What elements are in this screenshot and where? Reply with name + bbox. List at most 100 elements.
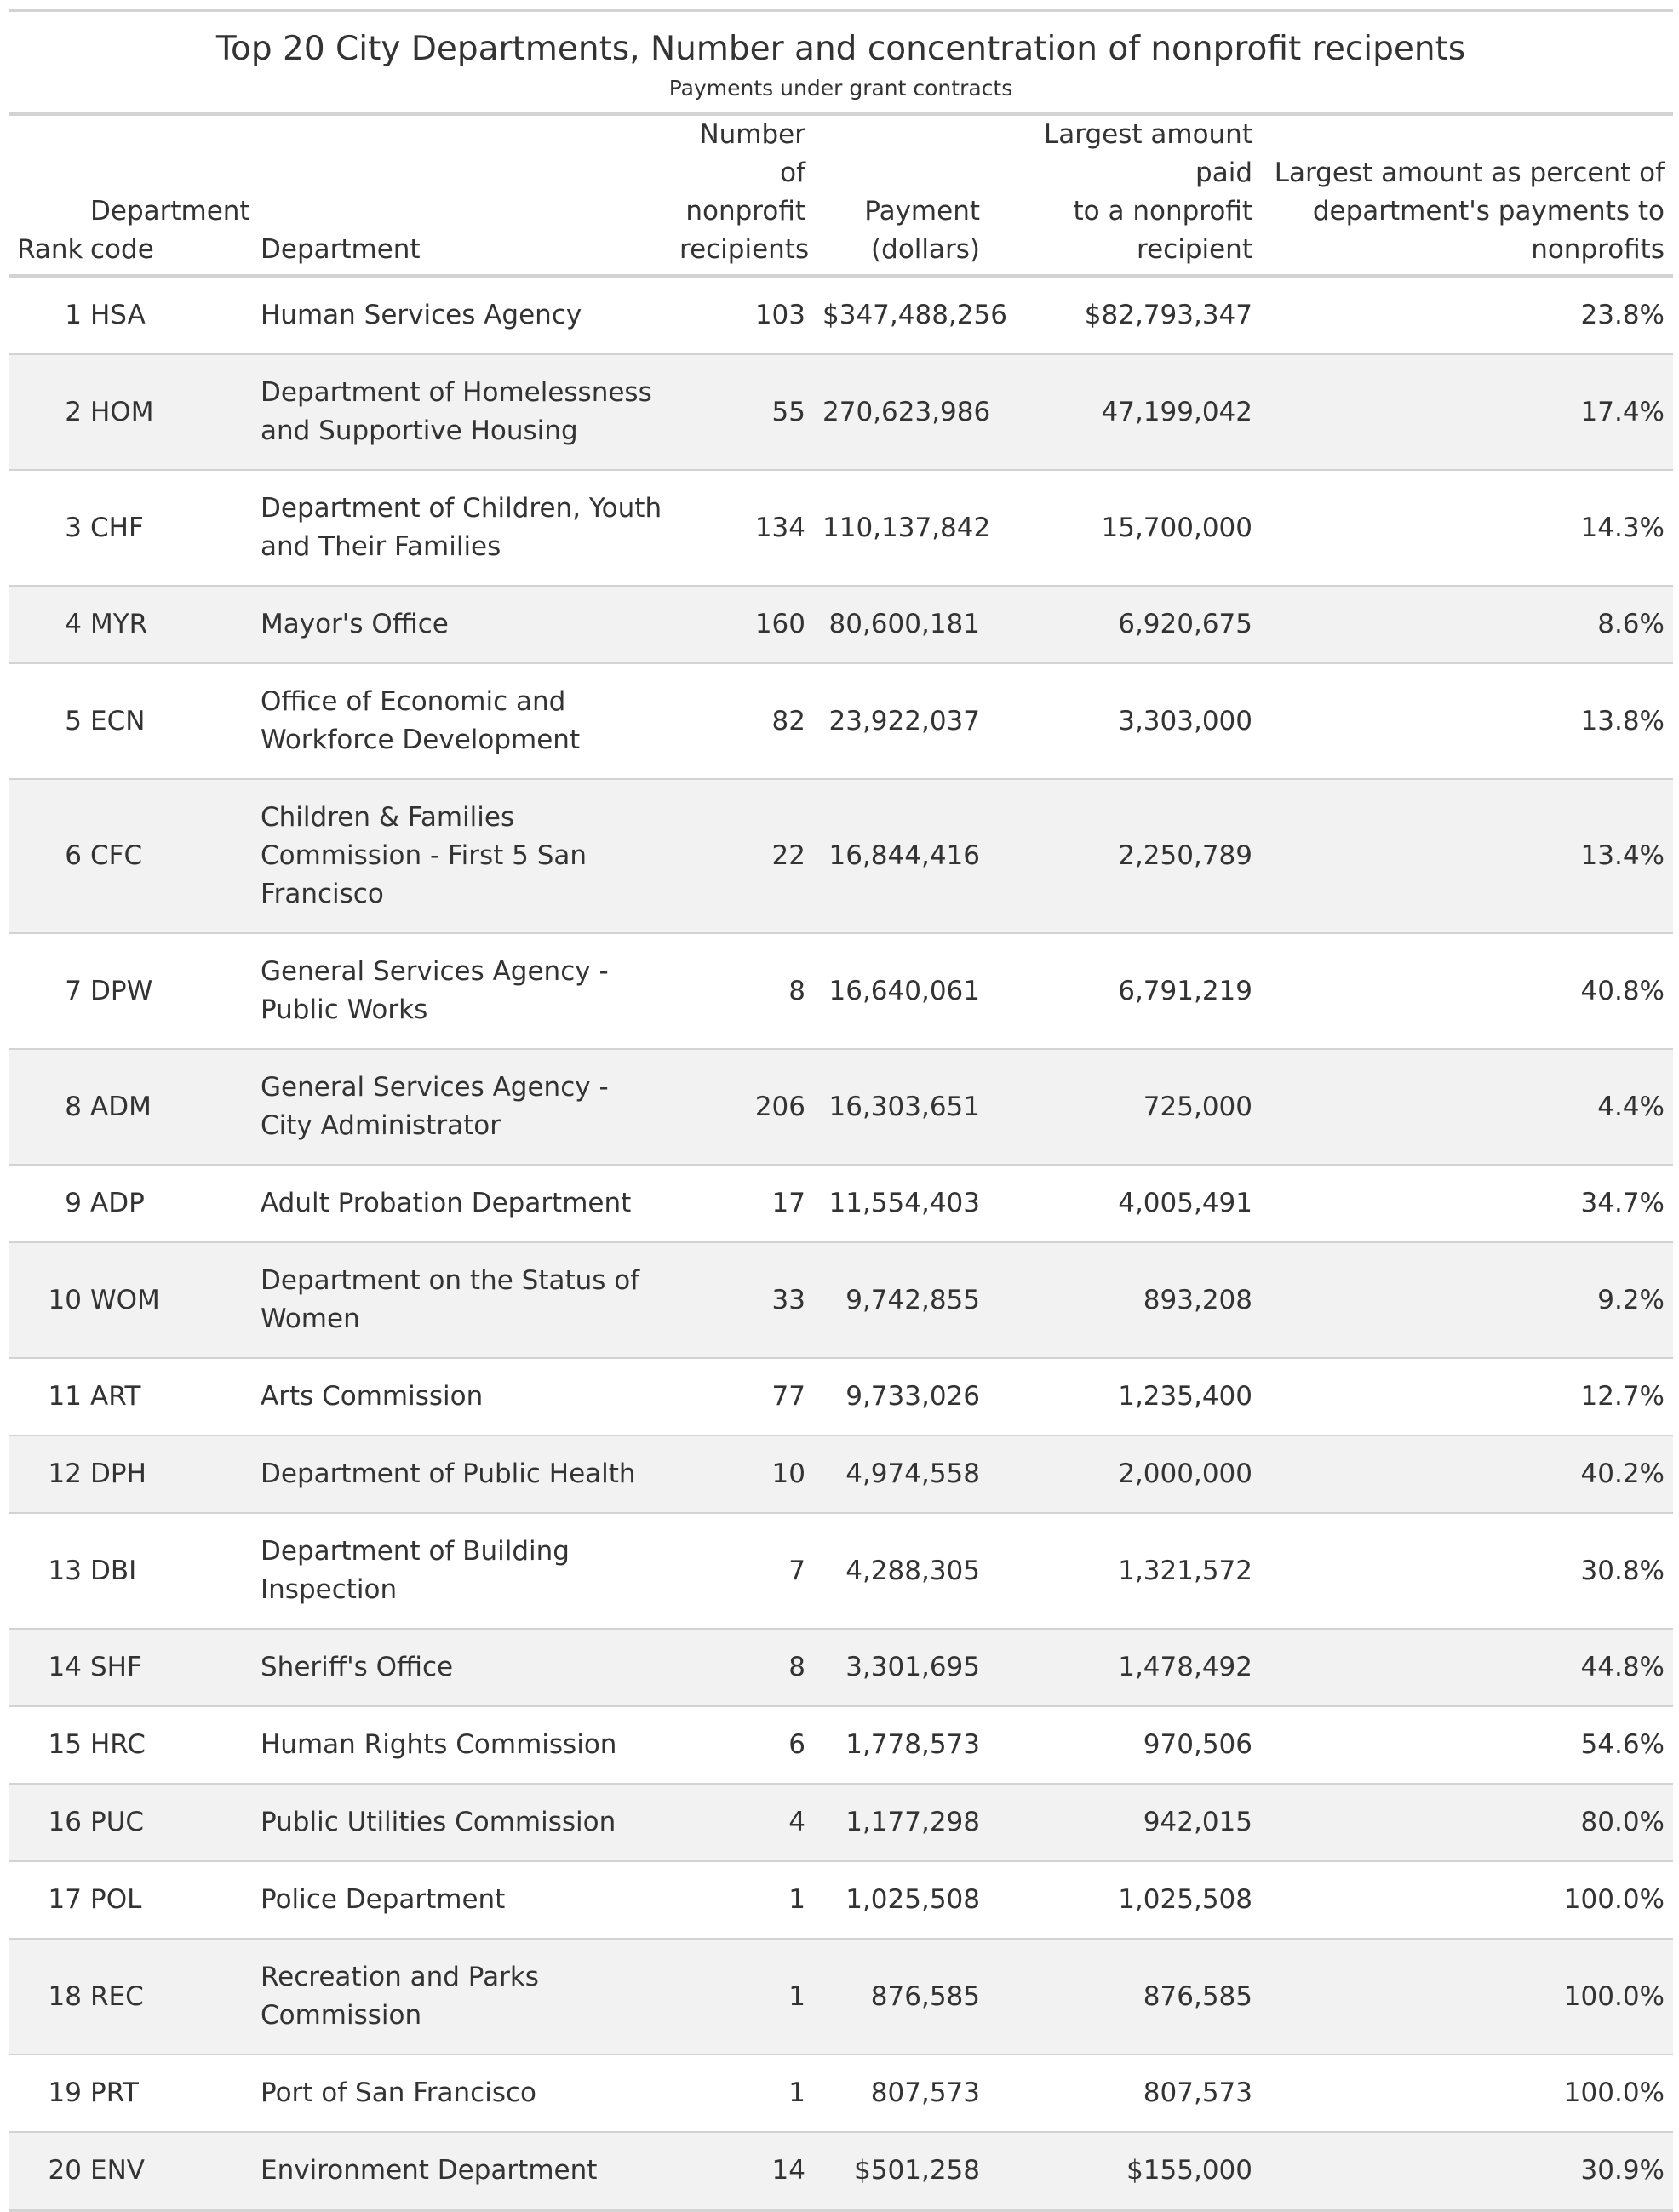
column-header-code-line-2: code: [90, 234, 154, 265]
cell-rank: 17: [9, 1861, 90, 1940]
cell-payment: 3,301,695: [814, 1629, 988, 1707]
cell-department-code: POL: [90, 1861, 252, 1940]
cell-department: Mayor's Office: [252, 586, 671, 664]
table-row: 11 ART Arts Commission 77 9,733,026 1,235,400…: [9, 1358, 1673, 1436]
column-header-rank-label: Rank: [17, 234, 83, 265]
cell-payment: 9,742,855: [814, 1242, 988, 1359]
cell-rank: 14: [9, 1629, 90, 1707]
cell-rank: 3: [9, 470, 90, 587]
table-row: 7 DPW General Services Agency - Public Wor…: [9, 933, 1673, 1050]
cell-payment: 23,922,037: [814, 663, 988, 780]
cell-department: General Services Agency - Public Works: [252, 933, 671, 1050]
column-header-payment: Payment (dollars): [814, 116, 988, 278]
cell-department: Children & Families Commission - First 5…: [252, 779, 671, 934]
column-header-department-label: Department: [261, 234, 421, 265]
cell-department: Police Department: [252, 1861, 671, 1940]
cell-payment: 4,288,305: [814, 1513, 988, 1630]
cell-payment: 807,573: [814, 2054, 988, 2133]
cell-rank: 20: [9, 2132, 90, 2212]
cell-rank: 1: [9, 276, 90, 355]
cell-department-code: ADM: [90, 1049, 252, 1166]
cell-payment: 16,844,416: [814, 779, 988, 934]
cell-largest-amount: 807,573: [988, 2054, 1261, 2133]
cell-rank: 9: [9, 1165, 90, 1243]
cell-largest-percent: 13.4%: [1261, 779, 1673, 934]
cell-payment: 876,585: [814, 1939, 988, 2055]
cell-largest-percent: 14.3%: [1261, 470, 1673, 587]
cell-payment: 4,974,558: [814, 1436, 988, 1514]
header-row: Rank Department code Department Number of…: [9, 116, 1673, 278]
cell-largest-amount: 3,303,000: [988, 663, 1261, 780]
column-header-payment-line-1: Payment: [864, 196, 980, 226]
cell-department: Sheriff's Office: [252, 1629, 671, 1707]
cell-payment: 80,600,181: [814, 586, 988, 664]
cell-largest-percent: 4.4%: [1261, 1049, 1673, 1166]
table-row: 18 REC Recreation and Parks Commission 1 876…: [9, 1939, 1673, 2055]
cell-department: Recreation and Parks Commission: [252, 1939, 671, 2055]
cell-largest-percent: 100.0%: [1261, 2054, 1673, 2133]
cell-recipients: 10: [671, 1436, 814, 1514]
cell-recipients: 206: [671, 1049, 814, 1166]
cell-largest-amount: 6,791,219: [988, 933, 1261, 1050]
column-header-recipients-line-3: recipients: [679, 234, 810, 265]
cell-department: Department of Public Health: [252, 1436, 671, 1514]
cell-recipients: 103: [671, 276, 814, 355]
cell-rank: 15: [9, 1706, 90, 1785]
table-row: 12 DPH Department of Public Health 10 4,974,…: [9, 1436, 1673, 1514]
cell-largest-amount: 970,506: [988, 1706, 1261, 1785]
cell-largest-percent: 30.9%: [1261, 2132, 1673, 2212]
cell-largest-percent: 40.8%: [1261, 933, 1673, 1050]
cell-largest-percent: 34.7%: [1261, 1165, 1673, 1243]
cell-largest-amount: 893,208: [988, 1242, 1261, 1359]
column-header-rank: Rank: [9, 116, 90, 278]
cell-largest-amount: $155,000: [988, 2132, 1261, 2212]
table-subtitle: Payments under grant contracts: [668, 76, 1013, 100]
table-row: 4 MYR Mayor's Office 160 80,600,181 6,920,675…: [9, 586, 1673, 664]
cell-payment: 270,623,986: [814, 354, 990, 471]
cell-largest-percent: 30.8%: [1261, 1513, 1673, 1630]
table-row: 3 CHF Department of Children, Youth and Th…: [9, 470, 1673, 587]
cell-department: Port of San Francisco: [252, 2054, 671, 2133]
cell-department: Environment Department: [252, 2132, 671, 2212]
cell-recipients: 82: [671, 663, 814, 780]
cell-department-code: DBI: [90, 1513, 252, 1630]
cell-payment: 1,025,508: [814, 1861, 988, 1940]
cell-department-code: ECN: [90, 663, 252, 780]
departments-table: Rank Department code Department Number of…: [9, 116, 1673, 2212]
cell-recipients: 17: [671, 1165, 814, 1243]
column-header-percent-line-1: Largest amount as percent of: [1274, 158, 1665, 188]
cell-department: Public Utilities Commission: [252, 1784, 671, 1862]
column-header-largest-line-3: recipient: [1137, 234, 1252, 265]
cell-rank: 5: [9, 663, 90, 780]
cell-recipients: 6: [671, 1706, 814, 1785]
cell-recipients: 77: [671, 1358, 814, 1436]
table-row: 19 PRT Port of San Francisco 1 807,573 807,57…: [9, 2054, 1673, 2133]
cell-recipients: 160: [671, 586, 814, 664]
cell-largest-percent: 100.0%: [1261, 1939, 1673, 2055]
cell-payment: 16,303,651: [814, 1049, 988, 1166]
cell-payment: 9,733,026: [814, 1358, 988, 1436]
cell-department-code: PUC: [90, 1784, 252, 1862]
cell-department-code: ENV: [90, 2132, 252, 2212]
cell-largest-percent: 13.8%: [1261, 663, 1673, 780]
table-row: 5 ECN Office of Economic and Workforce Dev…: [9, 663, 1673, 780]
cell-department-code: SHF: [90, 1629, 252, 1707]
cell-recipients: 8: [671, 933, 814, 1050]
cell-department-code: DPW: [90, 933, 252, 1050]
cell-largest-amount: 876,585: [988, 1939, 1261, 2055]
column-header-recipients: Number of nonprofit recipients: [671, 116, 814, 278]
column-header-largest-line-1: Largest amount paid: [1044, 119, 1252, 188]
column-header-payment-line-2: (dollars): [871, 234, 980, 265]
table-row: 13 DBI Department of Building Inspection 7 4…: [9, 1513, 1673, 1630]
table-row: 10 WOM Department on the Status of Women 33…: [9, 1242, 1673, 1359]
table-row: 20 ENV Environment Department 14 $501,258 $15…: [9, 2132, 1673, 2212]
cell-largest-amount: 2,250,789: [988, 779, 1261, 934]
cell-department-code: ADP: [90, 1165, 252, 1243]
cell-rank: 7: [9, 933, 90, 1050]
cell-recipients: 4: [671, 1784, 814, 1862]
table-row: 17 POL Police Department 1 1,025,508 1,025,50…: [9, 1861, 1673, 1940]
table-title: Top 20 City Departments, Number and conc…: [215, 30, 1466, 68]
cell-payment: $501,258: [814, 2132, 988, 2212]
cell-largest-percent: 17.4%: [1261, 354, 1673, 471]
cell-department-code: WOM: [90, 1242, 252, 1359]
